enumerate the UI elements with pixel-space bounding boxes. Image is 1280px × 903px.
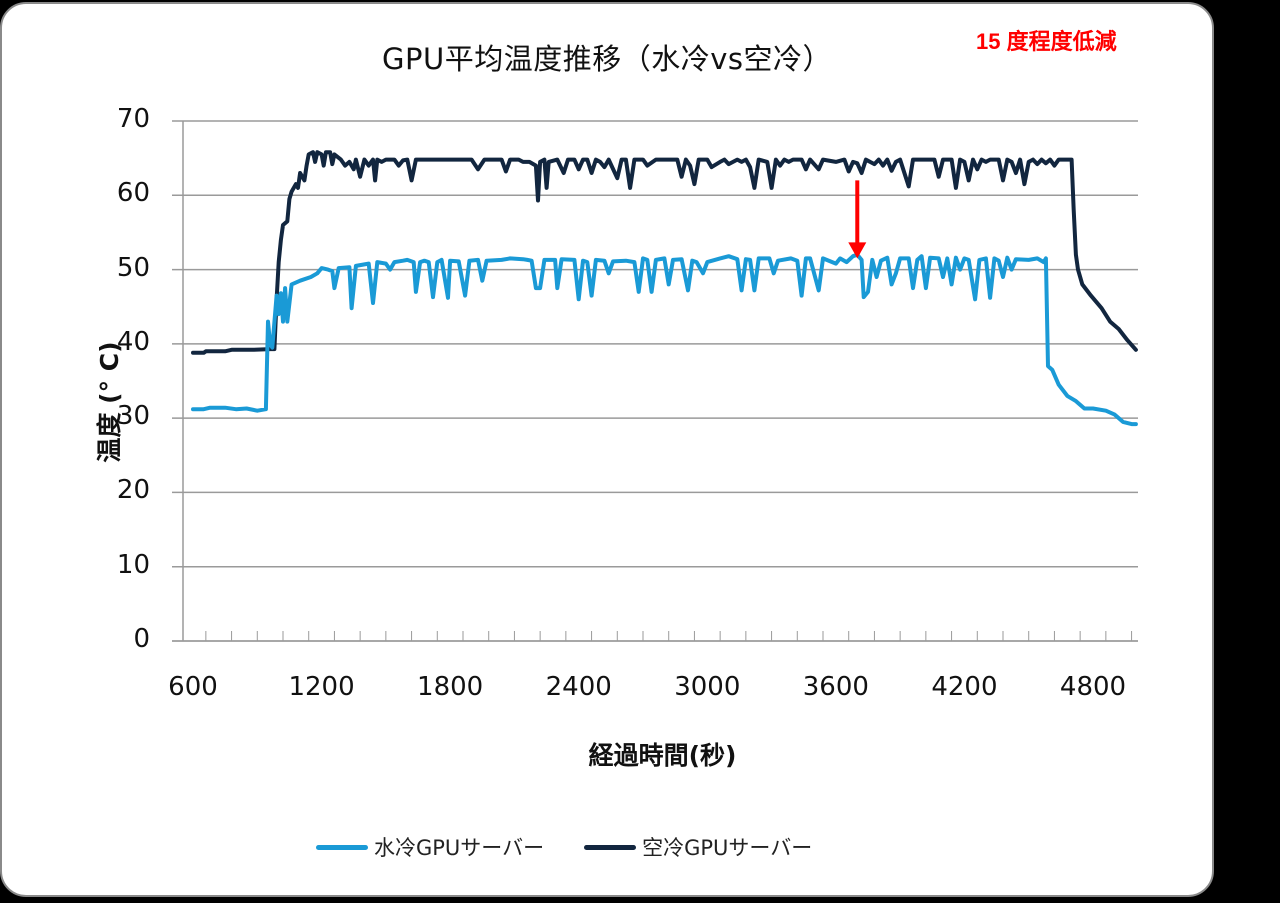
x-tick-label: 600 <box>168 672 218 702</box>
x-tick-label: 2400 <box>545 672 612 702</box>
x-tick-label: 4800 <box>1059 672 1127 702</box>
y-tick-label: 70 <box>116 104 150 134</box>
legend-swatch-air-cooled <box>584 844 637 850</box>
chart-card <box>0 2 1214 897</box>
legend-item-air-cooled: 空冷GPUサーバー <box>584 832 812 862</box>
series-air-cooled-line <box>191 150 1138 355</box>
x-tick-label: 1800 <box>417 672 484 702</box>
legend-label-air-cooled: 空冷GPUサーバー <box>642 836 813 860</box>
x-tick-label: 3000 <box>674 672 741 702</box>
legend-label-water-cooled: 水冷GPUサーバー <box>374 836 545 860</box>
legend-item-water-cooled: 水冷GPUサーバー <box>316 832 544 862</box>
y-tick-label: 50 <box>116 252 150 283</box>
y-tick-label: 40 <box>116 326 150 357</box>
series-water-cooled-line <box>191 252 1138 427</box>
legend-swatch-water-cooled <box>316 844 368 850</box>
y-tick-label: 0 <box>133 624 150 654</box>
legend: 水冷GPUサーバー 空冷GPUサーバー <box>316 832 852 862</box>
arrow-down-icon <box>848 242 867 259</box>
y-tick-label: 20 <box>116 475 150 506</box>
x-tick-label: 1200 <box>288 672 355 702</box>
x-axis-label: 経過時間(秒) <box>588 741 737 770</box>
x-tick-label: 4200 <box>931 672 998 702</box>
y-tick-label: 60 <box>116 178 150 209</box>
reduction-annotation: 15 度程度低減 <box>976 29 1117 54</box>
chart-title: GPU平均温度推移（水冷vs空冷） <box>382 42 832 76</box>
y-tick-label: 10 <box>116 549 150 580</box>
x-tick-label: 3600 <box>802 672 869 702</box>
y-tick-label: 30 <box>116 401 150 432</box>
